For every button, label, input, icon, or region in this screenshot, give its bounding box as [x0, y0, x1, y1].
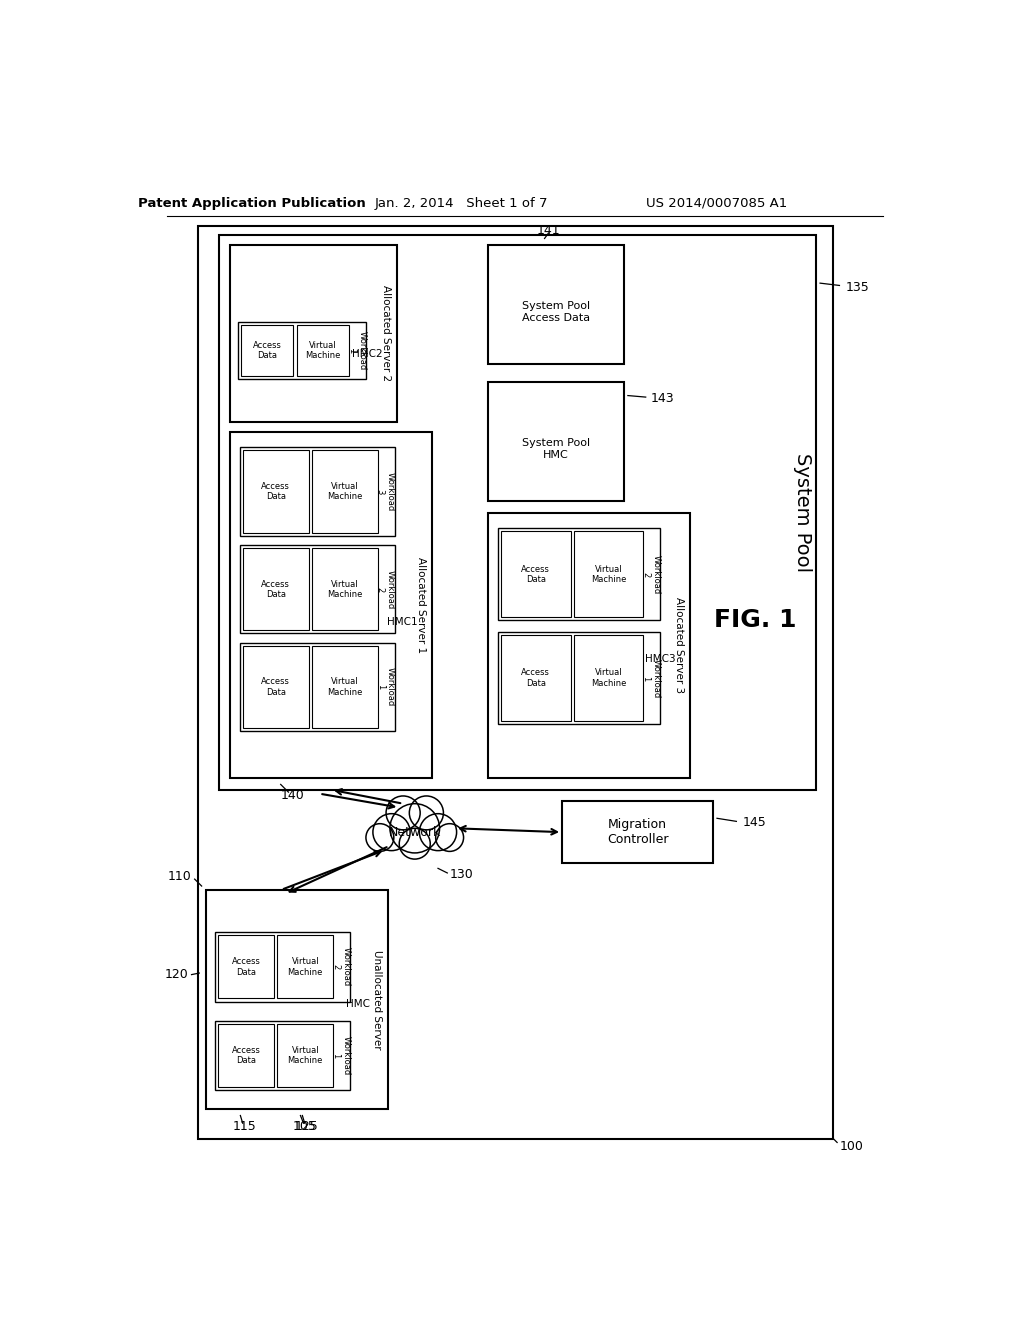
Circle shape [435, 824, 464, 851]
Bar [278, 1024, 334, 1088]
Bar [311, 450, 378, 532]
Bar [501, 635, 570, 721]
Text: Network: Network [389, 825, 441, 838]
Text: Virtual
Machine: Virtual Machine [288, 1045, 323, 1065]
Text: Virtual
Machine: Virtual Machine [591, 565, 627, 583]
Text: Workload
2: Workload 2 [376, 570, 395, 609]
Bar [215, 1020, 350, 1090]
Text: Access
Data: Access Data [521, 565, 550, 583]
Text: HMC2: HMC2 [352, 350, 383, 359]
Text: 141: 141 [537, 224, 560, 238]
Text: Workload
1: Workload 1 [347, 331, 367, 370]
Bar [243, 548, 308, 631]
Text: Access
Data: Access Data [253, 341, 282, 360]
Circle shape [373, 813, 410, 850]
Bar [311, 645, 378, 729]
Text: Workload
2: Workload 2 [641, 554, 660, 594]
Bar [219, 235, 816, 789]
Text: System Pool
HMC: System Pool HMC [522, 438, 590, 459]
Text: US 2014/0007085 A1: US 2014/0007085 A1 [646, 197, 787, 210]
Bar [311, 548, 378, 631]
Bar [198, 226, 834, 1139]
Text: Unallocated Server: Unallocated Server [372, 950, 382, 1049]
Text: 143: 143 [651, 392, 675, 405]
Bar [498, 632, 660, 725]
Circle shape [390, 804, 439, 853]
Circle shape [410, 796, 443, 830]
Bar [562, 801, 713, 863]
Text: Workload
1: Workload 1 [641, 659, 660, 698]
Bar [241, 325, 294, 376]
Text: 100: 100 [840, 1140, 863, 1154]
Circle shape [386, 796, 420, 830]
Bar [243, 645, 308, 729]
Bar [573, 531, 643, 618]
Bar [240, 447, 394, 536]
Circle shape [366, 824, 394, 851]
Text: Workload
1: Workload 1 [332, 1036, 351, 1074]
Text: Workload
2: Workload 2 [332, 948, 351, 986]
Text: Allocated Server 2: Allocated Server 2 [381, 285, 391, 381]
Text: Virtual
Machine: Virtual Machine [288, 957, 323, 977]
Text: Virtual
Machine: Virtual Machine [591, 668, 627, 688]
Bar [243, 450, 308, 532]
Text: Allocated Server 3: Allocated Server 3 [674, 598, 684, 693]
Text: Access
Data: Access Data [231, 1045, 260, 1065]
Text: Allocated Server 1: Allocated Server 1 [416, 557, 426, 653]
Bar [230, 244, 397, 422]
Text: Migration
Controller: Migration Controller [607, 818, 669, 846]
Text: Workload
3: Workload 3 [376, 471, 395, 511]
Text: FIG. 1: FIG. 1 [715, 609, 797, 632]
Text: 115: 115 [232, 1119, 256, 1133]
Text: 105: 105 [293, 1119, 316, 1133]
Bar [488, 381, 624, 502]
Text: 135: 135 [846, 281, 869, 294]
Bar [215, 932, 350, 1002]
Bar [240, 643, 394, 731]
Text: Patent Application Publication: Patent Application Publication [138, 197, 366, 210]
Bar [230, 432, 432, 779]
Text: 110: 110 [168, 870, 191, 883]
Text: Workload
1: Workload 1 [376, 668, 395, 706]
Bar [297, 325, 349, 376]
Bar [488, 512, 690, 779]
Text: Access
Data: Access Data [521, 668, 550, 688]
Text: Access
Data: Access Data [261, 677, 290, 697]
Bar [573, 635, 643, 721]
Text: Access
Data: Access Data [231, 957, 260, 977]
Text: Virtual
Machine: Virtual Machine [327, 677, 362, 697]
Text: Access
Data: Access Data [261, 579, 290, 599]
Text: 120: 120 [165, 968, 188, 981]
Bar [498, 528, 660, 620]
Bar [218, 1024, 274, 1088]
Bar [278, 936, 334, 998]
Text: System Pool
Access Data: System Pool Access Data [522, 301, 590, 323]
Text: HMC1: HMC1 [387, 618, 418, 627]
Bar [488, 244, 624, 364]
Text: 130: 130 [450, 869, 473, 880]
Text: HMC3: HMC3 [645, 653, 676, 664]
Text: Virtual
Machine: Virtual Machine [327, 482, 362, 502]
Text: 140: 140 [281, 788, 304, 801]
Circle shape [420, 813, 457, 850]
Bar [206, 890, 388, 1109]
Text: Virtual
Machine: Virtual Machine [305, 341, 340, 360]
Text: System Pool: System Pool [793, 453, 812, 572]
Bar [501, 531, 570, 618]
Text: 145: 145 [742, 816, 766, 829]
Circle shape [399, 829, 430, 859]
Text: HMC: HMC [346, 999, 370, 1008]
Text: Virtual
Machine: Virtual Machine [327, 579, 362, 599]
Bar [238, 322, 366, 379]
Text: 125: 125 [294, 1119, 318, 1133]
Text: Access
Data: Access Data [261, 482, 290, 502]
Bar [218, 936, 274, 998]
Bar [240, 545, 394, 634]
Text: Jan. 2, 2014   Sheet 1 of 7: Jan. 2, 2014 Sheet 1 of 7 [375, 197, 548, 210]
